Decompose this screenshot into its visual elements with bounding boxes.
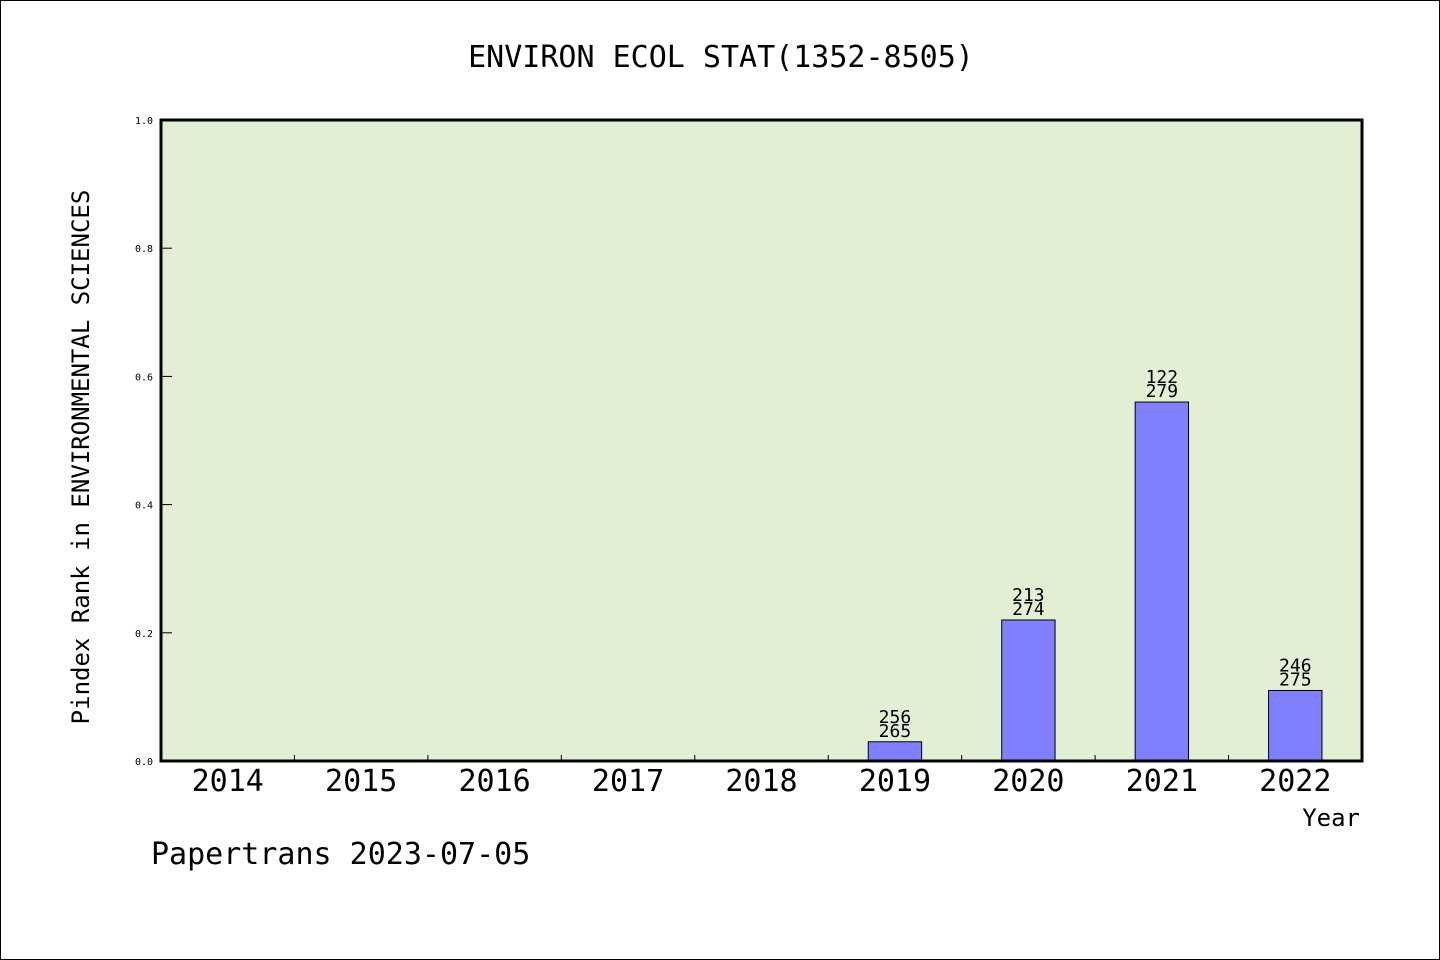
bar (1268, 689, 1323, 762)
bar (1134, 401, 1190, 762)
y-tick-label: 0.2 (135, 629, 153, 640)
y-tick-label: 0.6 (135, 372, 153, 383)
footer-credit: Papertrans 2023-07-05 (151, 837, 530, 872)
x-tick-label: 2015 (325, 764, 397, 799)
bar-label-rank: 122 (1146, 367, 1179, 388)
x-tick-label: 2022 (1259, 764, 1331, 799)
bar-label-total: 279 (1146, 381, 1179, 402)
x-tick-label: 2018 (725, 764, 797, 799)
y-tick-label: 0.4 (135, 501, 153, 512)
y-axis-label: Pindex Rank in ENVIRONMENTAL SCIENCES (67, 190, 95, 725)
bar-label-rank: 213 (1012, 585, 1045, 606)
x-tick-label: 2017 (592, 764, 664, 799)
bar-label-total: 274 (1012, 599, 1045, 620)
x-tick-label: 2019 (859, 764, 931, 799)
bar (1001, 619, 1056, 762)
bar-label-total: 275 (1279, 669, 1312, 690)
y-tick-label: 1.0 (135, 116, 153, 127)
x-tick-label: 2021 (1126, 764, 1198, 799)
bar-label-rank: 246 (1279, 655, 1312, 676)
x-tick-label: 2014 (192, 764, 264, 799)
bar-label-rank: 256 (879, 707, 912, 728)
y-tick-label: 0.0 (135, 757, 153, 768)
bar (867, 741, 923, 762)
ticks-layer: 0.0 0.2 0.4 0.6 0.8 1.0 2014 2015 2016 2017 2018 20… (135, 116, 1331, 799)
chart-title: ENVIRON ECOL STAT(1352-8505) (468, 40, 974, 75)
plot-border (159, 118, 1364, 763)
y-tick-label: 0.8 (135, 244, 153, 255)
bar-label-total: 265 (879, 721, 912, 742)
x-tick-label: 2016 (458, 764, 530, 799)
x-tick-label: 2020 (992, 764, 1064, 799)
x-axis-label: Year (1302, 804, 1360, 832)
